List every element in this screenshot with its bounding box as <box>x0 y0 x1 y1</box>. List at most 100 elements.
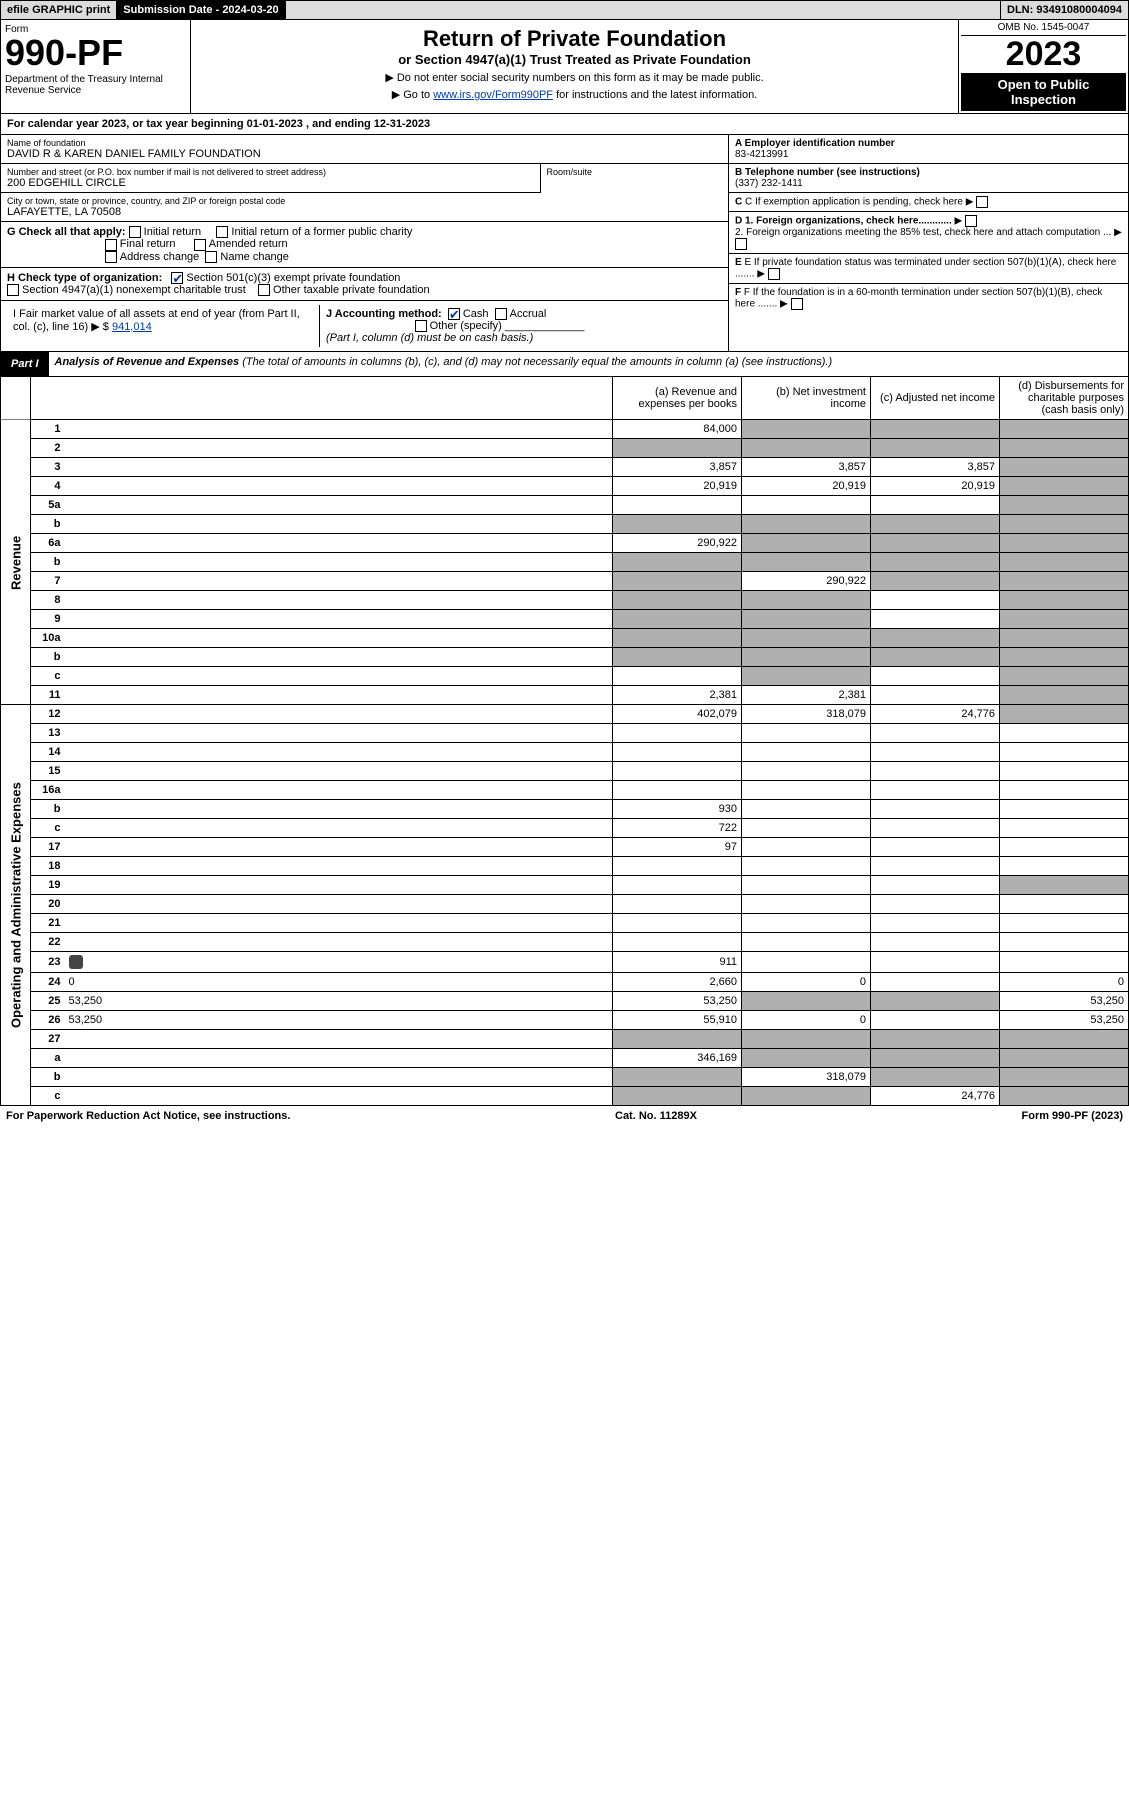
cell-c <box>871 914 1000 933</box>
chk-e[interactable] <box>768 268 780 280</box>
row-num: 21 <box>31 914 65 933</box>
cell-c <box>871 1049 1000 1068</box>
chk-final-return[interactable] <box>105 239 117 251</box>
chk-amended[interactable] <box>194 239 206 251</box>
cell-c <box>871 952 1000 973</box>
cell-b <box>742 933 871 952</box>
cell-a <box>613 914 742 933</box>
attachment-icon[interactable] <box>69 955 83 969</box>
row-desc <box>65 515 613 534</box>
cell-b <box>742 648 871 667</box>
row-num: 10a <box>31 629 65 648</box>
cell-d <box>1000 838 1129 857</box>
cell-d <box>1000 1030 1129 1049</box>
fmv-value[interactable]: 941,014 <box>112 321 152 333</box>
cell-d <box>1000 629 1129 648</box>
cell-c <box>871 629 1000 648</box>
cell-b <box>742 857 871 876</box>
cell-a: 20,919 <box>613 477 742 496</box>
chk-accrual[interactable] <box>495 308 507 320</box>
efile-print-button[interactable]: efile GRAPHIC print <box>1 1 117 19</box>
row-desc <box>65 781 613 800</box>
cell-a <box>613 1068 742 1087</box>
cell-a <box>613 857 742 876</box>
row-desc: 53,250 <box>65 992 613 1011</box>
chk-501c3[interactable] <box>171 272 183 284</box>
row-num: 16a <box>31 781 65 800</box>
part1-table: (a) Revenue and expenses per books (b) N… <box>0 377 1129 1106</box>
chk-cash[interactable] <box>448 308 460 320</box>
cell-d <box>1000 705 1129 724</box>
cell-a <box>613 648 742 667</box>
section-j: J Accounting method: Cash Accrual Other … <box>319 305 722 347</box>
top-bar: efile GRAPHIC print Submission Date - 20… <box>0 0 1129 20</box>
cell-b: 0 <box>742 1011 871 1030</box>
cell-b <box>742 610 871 629</box>
col-c-header: (c) Adjusted net income <box>871 377 1000 420</box>
cell-a <box>613 1030 742 1049</box>
row-desc <box>65 705 613 724</box>
cell-d: 53,250 <box>1000 1011 1129 1030</box>
cell-b: 3,857 <box>742 458 871 477</box>
row-desc: 53,250 <box>65 1011 613 1030</box>
cell-d <box>1000 439 1129 458</box>
cell-a: 402,079 <box>613 705 742 724</box>
cell-c <box>871 838 1000 857</box>
chk-addr-change[interactable] <box>105 251 117 263</box>
cell-b <box>742 724 871 743</box>
g-label: G Check all that apply: <box>7 226 126 238</box>
cell-c <box>871 667 1000 686</box>
chk-initial-former[interactable] <box>216 226 228 238</box>
section-g: G Check all that apply: Initial return I… <box>1 222 728 267</box>
chk-c[interactable] <box>976 196 988 208</box>
cell-d <box>1000 933 1129 952</box>
footer-right: Form 990-PF (2023) <box>1022 1110 1123 1122</box>
section-h: H Check type of organization: Section 50… <box>1 268 728 301</box>
chk-d1[interactable] <box>965 215 977 227</box>
chk-other-taxable[interactable] <box>258 284 270 296</box>
row-desc <box>65 933 613 952</box>
footer-mid: Cat. No. 11289X <box>615 1110 697 1122</box>
cell-c <box>871 800 1000 819</box>
cell-c: 20,919 <box>871 477 1000 496</box>
cell-d <box>1000 610 1129 629</box>
row-desc: 0 <box>65 973 613 992</box>
cell-a: 290,922 <box>613 534 742 553</box>
row-num: 12 <box>31 705 65 724</box>
row-num: 25 <box>31 992 65 1011</box>
form-title: Return of Private Foundation <box>197 26 952 52</box>
cell-a <box>613 895 742 914</box>
row-desc <box>65 1049 613 1068</box>
name-label: Name of foundation <box>7 138 722 148</box>
row-num: 6a <box>31 534 65 553</box>
chk-4947[interactable] <box>7 284 19 296</box>
cell-b <box>742 439 871 458</box>
row-num: 1 <box>31 420 65 439</box>
form-subtitle: or Section 4947(a)(1) Trust Treated as P… <box>197 52 952 67</box>
cell-b <box>742 743 871 762</box>
chk-other-method[interactable] <box>415 320 427 332</box>
cell-d <box>1000 496 1129 515</box>
cell-a <box>613 439 742 458</box>
cell-a: 84,000 <box>613 420 742 439</box>
tax-year: 2023 <box>961 36 1126 73</box>
cell-b <box>742 895 871 914</box>
cell-c <box>871 876 1000 895</box>
cell-d <box>1000 515 1129 534</box>
chk-f[interactable] <box>791 298 803 310</box>
cell-c <box>871 515 1000 534</box>
cell-b: 290,922 <box>742 572 871 591</box>
row-desc <box>65 610 613 629</box>
cell-b: 0 <box>742 973 871 992</box>
cell-a <box>613 629 742 648</box>
col-a-header: (a) Revenue and expenses per books <box>613 377 742 420</box>
chk-initial-return[interactable] <box>129 226 141 238</box>
col-b-header: (b) Net investment income <box>742 377 871 420</box>
chk-d2[interactable] <box>735 238 747 250</box>
cell-d <box>1000 743 1129 762</box>
cell-c <box>871 992 1000 1011</box>
cell-b: 318,079 <box>742 1068 871 1087</box>
form-url-link[interactable]: www.irs.gov/Form990PF <box>433 89 553 101</box>
cell-b <box>742 762 871 781</box>
chk-name-change[interactable] <box>205 251 217 263</box>
